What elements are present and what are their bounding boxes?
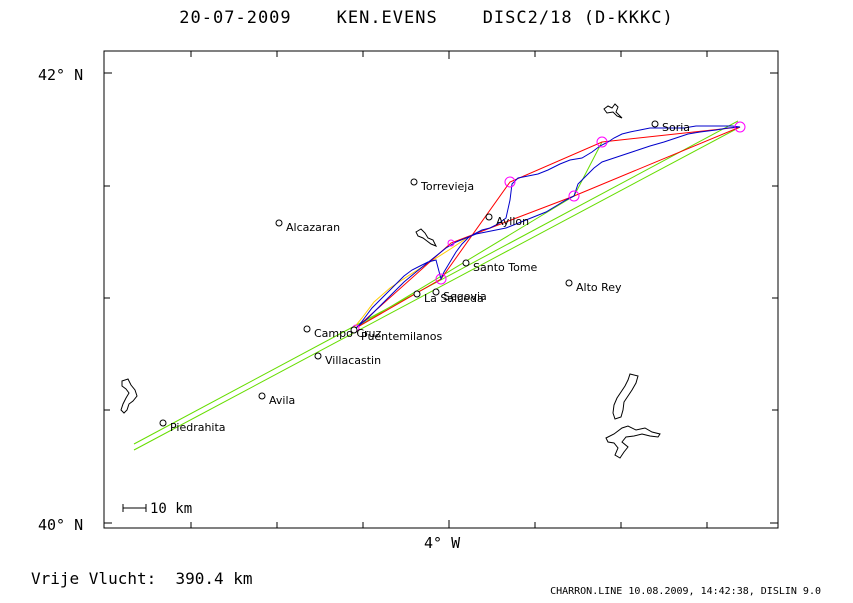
map-title: 20-07-2009 KEN.EVENS DISC2/18 (D-KKKC): [0, 8, 853, 28]
distance-summary: Vrije Vlucht: 390.4 km: [31, 569, 253, 588]
scale-bar-label: 10 km: [150, 501, 192, 517]
optimized-legs: [133, 120, 741, 451]
town-marker-torrevieja: [410, 178, 418, 186]
town-label-la-salceda: La Salceda: [424, 292, 484, 305]
town-marker-piedrahita: [159, 419, 167, 427]
lat-bottom-label: 40° N: [38, 516, 83, 534]
town-marker-alto-rey: [565, 279, 573, 287]
pilot-name: KEN.EVENS: [336, 8, 438, 28]
optimized-leg: [133, 126, 741, 451]
town-marker-alcazaran: [275, 219, 283, 227]
generator-info: CHARRON.LINE 10.08.2009, 14:42:38, DISLI…: [550, 586, 821, 597]
town-markers: [159, 120, 659, 427]
flight-track: [353, 125, 741, 331]
town-label-segovia: Segovia: [443, 290, 487, 303]
town-label-alto-rey: Alto Rey: [576, 281, 622, 294]
turnpoint-marker: [504, 176, 516, 188]
town-label-puentemilanos: Puentemilanos: [361, 330, 443, 343]
town-marker-villacastin: [314, 352, 322, 360]
optimized-leg: [573, 141, 603, 197]
town-marker-avila: [258, 392, 266, 400]
lake-outline: [612, 373, 639, 420]
town-marker-segovia: [432, 288, 440, 296]
start-leg: [351, 235, 471, 331]
town-label-torrevieja: Torrevieja: [420, 180, 474, 193]
turnpoint-marker: [435, 273, 447, 285]
flight-date: 20-07-2009: [179, 8, 292, 28]
turnpoint-marker: [596, 136, 608, 148]
lat-top-label: 42° N: [38, 66, 83, 84]
glider-id: DISC2/18 (D-KKKC): [482, 8, 674, 28]
map-frame: [103, 50, 779, 529]
town-marker-soria: [651, 120, 659, 128]
town-label-piedrahita: Piedrahita: [170, 421, 226, 434]
turnpoint-marker: [447, 239, 455, 247]
town-label-alcazaran: Alcazaran: [286, 221, 340, 234]
town-marker-santo-tome: [462, 259, 470, 267]
turnpoint-marker: [734, 121, 746, 133]
town-marker-ayllon: [485, 213, 493, 221]
optimized-leg: [133, 120, 739, 445]
town-label-avila: Avila: [269, 394, 295, 407]
lake-outline: [603, 103, 623, 119]
distance-label: Vrije Vlucht:: [31, 569, 157, 588]
water-outlines: [120, 103, 661, 459]
axis-ticks: [104, 51, 778, 528]
lake-outline: [415, 228, 438, 247]
distance-value: 390.4 km: [175, 569, 253, 588]
town-marker-la-salceda: [413, 290, 421, 298]
town-labels: Soria Torrevieja Alcazaran Ayllon Santo …: [170, 121, 690, 434]
turnpoints: [352, 121, 746, 332]
scale-bar: 10 km: [122, 501, 192, 517]
turnpoint-marker: [568, 190, 580, 202]
town-label-ayllon: Ayllon: [496, 215, 529, 228]
lake-outline: [605, 425, 661, 459]
town-label-soria: Soria: [662, 121, 690, 134]
town-marker-puentemilanos: [350, 326, 358, 334]
lake-outline: [120, 378, 138, 414]
town-label-santo-tome: Santo Tome: [473, 261, 538, 274]
lon-center-label: 4° W: [424, 534, 461, 552]
town-label-campo-cruz: Campo Cruz: [314, 327, 382, 340]
town-marker-campo-cruz: [303, 325, 311, 333]
town-label-villacastin: Villacastin: [325, 354, 381, 367]
